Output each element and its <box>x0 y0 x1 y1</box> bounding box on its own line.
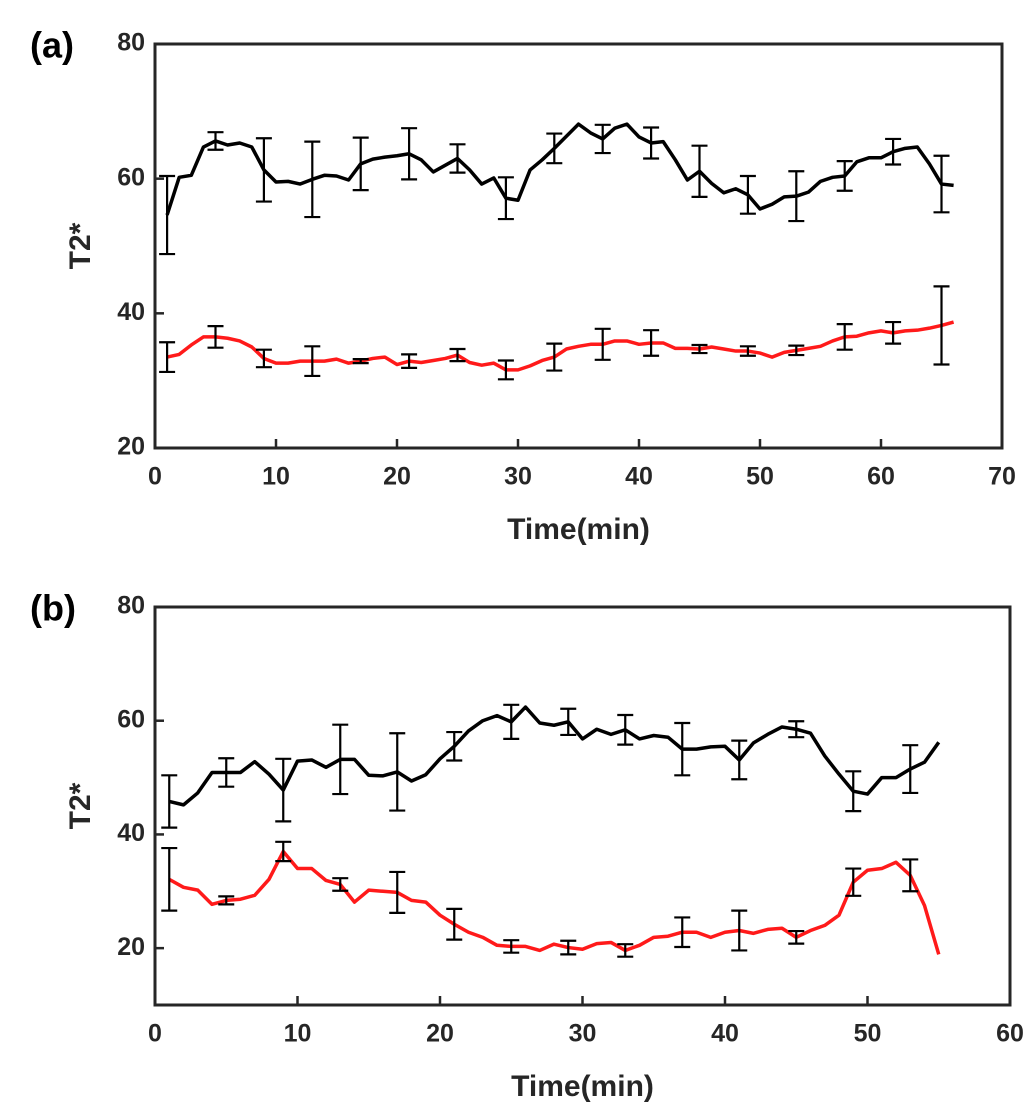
error-bar <box>449 143 466 174</box>
error-bar <box>933 154 950 214</box>
y-tick-label: 20 <box>117 933 145 961</box>
error-bar <box>836 160 853 192</box>
error-bar <box>401 353 418 369</box>
error-bar <box>218 757 235 788</box>
error-bar <box>739 345 756 357</box>
y-tick-label: 80 <box>117 592 145 620</box>
y-tick-label: 60 <box>117 705 145 733</box>
x-tick-label: 70 <box>988 463 1016 491</box>
error-bar <box>446 907 463 941</box>
error-bar <box>304 140 321 219</box>
error-bar <box>836 323 853 351</box>
error-bar <box>275 840 292 863</box>
error-bar <box>304 345 321 378</box>
x-axis-label: Time(min) <box>511 1070 654 1103</box>
plot-frame <box>153 42 1004 450</box>
error-bar <box>275 757 292 823</box>
error-bar <box>674 916 691 949</box>
error-bar <box>788 720 805 739</box>
error-bar <box>161 774 178 829</box>
y-tick-label: 40 <box>117 298 145 326</box>
y-tick-label: 60 <box>117 163 145 191</box>
error-bar <box>159 341 176 374</box>
x-tick-label: 50 <box>746 463 774 491</box>
error-bar <box>503 703 520 741</box>
error-bar <box>594 123 611 155</box>
error-bar <box>885 320 902 345</box>
error-bar <box>643 329 660 357</box>
error-bar <box>352 136 369 192</box>
error-bar <box>691 144 708 198</box>
error-bar <box>788 929 805 945</box>
error-bar <box>159 174 176 256</box>
error-bar <box>546 132 563 165</box>
y-axis-label: T2* <box>64 222 97 269</box>
error-bar <box>902 744 919 795</box>
data-line <box>165 122 954 216</box>
error-bar <box>352 358 369 365</box>
x-tick-label: 50 <box>854 1020 882 1048</box>
error-bar <box>902 858 919 893</box>
x-tick-label: 20 <box>383 463 411 491</box>
y-tick-label: 80 <box>117 29 145 57</box>
error-bar <box>731 909 748 952</box>
x-tick-label: 40 <box>711 1020 739 1048</box>
error-bar <box>546 342 563 372</box>
x-tick-label: 60 <box>867 463 895 491</box>
x-tick-label: 20 <box>426 1020 454 1048</box>
error-bar <box>449 347 466 363</box>
error-bar <box>401 127 418 181</box>
y-tick-label: 20 <box>117 433 145 461</box>
x-tick-label: 30 <box>504 463 532 491</box>
error-bar <box>617 943 634 958</box>
error-bar <box>332 723 349 796</box>
x-tick-label: 10 <box>262 463 290 491</box>
error-bar <box>788 170 805 223</box>
y-tick-label: 40 <box>117 819 145 847</box>
x-tick-label: 30 <box>569 1020 597 1048</box>
error-bar <box>845 867 862 897</box>
error-bar <box>497 359 514 381</box>
x-tick-label: 40 <box>625 463 653 491</box>
error-bar <box>207 325 224 349</box>
panel-label: (a) <box>30 25 74 66</box>
error-bar <box>885 137 902 166</box>
error-bar <box>560 707 577 737</box>
error-bar <box>739 174 756 215</box>
error-bar <box>594 327 611 361</box>
error-bar <box>497 176 514 221</box>
error-bar <box>446 730 463 762</box>
error-bar <box>845 770 862 813</box>
error-bar <box>255 348 272 369</box>
error-bar <box>255 137 272 203</box>
error-bar <box>788 344 805 357</box>
plot-frame <box>153 605 1012 1007</box>
error-bar <box>691 343 708 355</box>
error-bar <box>560 939 577 956</box>
error-bar <box>617 713 634 746</box>
error-bar <box>207 131 224 151</box>
error-bar <box>731 739 748 781</box>
error-bar <box>503 939 520 954</box>
error-bar <box>161 846 178 912</box>
panel-label: (b) <box>30 588 76 629</box>
x-tick-label: 60 <box>996 1020 1024 1048</box>
error-bar <box>674 721 691 777</box>
data-line <box>168 705 941 807</box>
error-bar <box>218 895 235 906</box>
x-tick-label: 0 <box>148 1020 162 1048</box>
x-tick-label: 10 <box>284 1020 312 1048</box>
error-bar <box>933 285 950 366</box>
error-bar <box>643 126 660 160</box>
x-tick-label: 0 <box>148 463 162 491</box>
x-axis-label: Time(min) <box>507 513 650 546</box>
data-line <box>166 320 955 372</box>
error-bar <box>389 732 406 812</box>
data-line <box>168 849 941 955</box>
error-bar <box>332 877 349 892</box>
y-axis-label: T2* <box>64 782 97 829</box>
error-bar <box>389 870 406 914</box>
